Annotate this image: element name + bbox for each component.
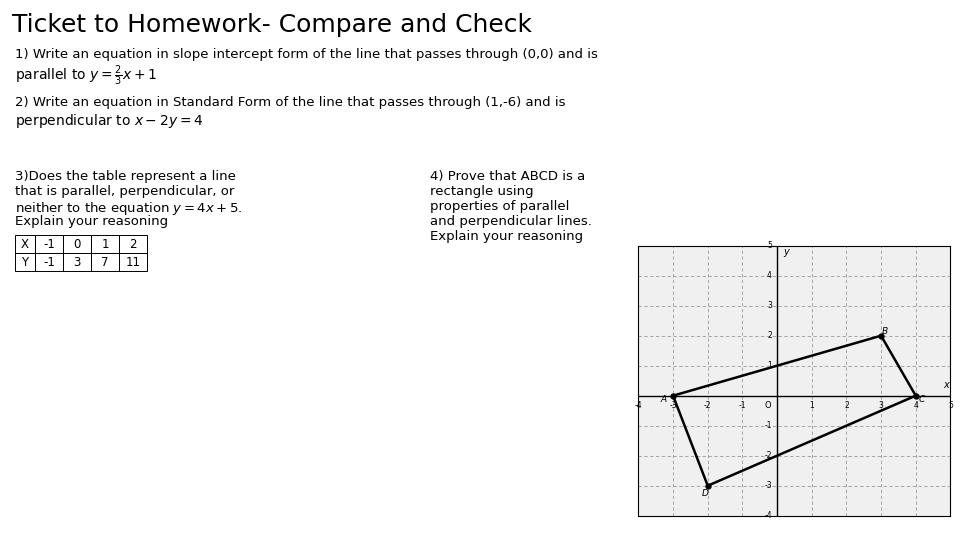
Text: 5: 5 [767, 241, 772, 250]
Text: A: A [660, 395, 666, 404]
Text: -4: -4 [764, 511, 772, 520]
Text: 2: 2 [767, 331, 772, 340]
Text: Explain your reasoning: Explain your reasoning [430, 230, 583, 243]
Text: 11: 11 [126, 255, 140, 268]
Text: and perpendicular lines.: and perpendicular lines. [430, 215, 592, 228]
Text: y: y [782, 247, 788, 257]
Text: x: x [943, 380, 948, 390]
Bar [35, 235, 63, 253]
Text: -3: -3 [764, 481, 772, 490]
Bar [63, 235, 91, 253]
Text: -2: -2 [764, 451, 772, 460]
Text: perpendicular to $x - 2y = 4$: perpendicular to $x - 2y = 4$ [15, 112, 204, 130]
Bar [119, 235, 147, 253]
Text: -1: -1 [43, 238, 55, 251]
Text: B: B [882, 327, 888, 336]
Text: 3)Does the table represent a line: 3)Does the table represent a line [15, 170, 236, 183]
Text: 0: 0 [73, 238, 81, 251]
Text: 4: 4 [913, 401, 918, 410]
Text: -1: -1 [43, 255, 55, 268]
Text: D: D [702, 489, 708, 498]
Text: 3: 3 [878, 401, 883, 410]
Text: -2: -2 [704, 401, 711, 410]
Text: parallel to $y = \frac{2}{3}x + 1$: parallel to $y = \frac{2}{3}x + 1$ [15, 64, 157, 89]
Text: 2) Write an equation in Standard Form of the line that passes through (1,-6) and: 2) Write an equation in Standard Form of… [15, 96, 565, 109]
Text: 3: 3 [73, 255, 81, 268]
Bar [15, 235, 35, 253]
Text: 5: 5 [948, 401, 953, 410]
Bar [15, 253, 35, 271]
Text: -4: -4 [635, 401, 642, 410]
Text: X: X [21, 238, 29, 251]
Text: 1: 1 [767, 361, 772, 370]
Text: 2: 2 [130, 238, 136, 251]
Text: 7: 7 [101, 255, 108, 268]
Text: 4) Prove that ABCD is a: 4) Prove that ABCD is a [430, 170, 586, 183]
Text: -3: -3 [669, 401, 677, 410]
Text: Y: Y [21, 255, 29, 268]
Text: 1) Write an equation in slope intercept form of the line that passes through (0,: 1) Write an equation in slope intercept … [15, 48, 598, 61]
Text: neither to the equation $y = 4x + 5$.: neither to the equation $y = 4x + 5$. [15, 200, 243, 217]
Text: 1: 1 [101, 238, 108, 251]
Text: C: C [919, 395, 925, 404]
Text: Ticket to Homework- Compare and Check: Ticket to Homework- Compare and Check [12, 13, 532, 37]
Bar [63, 253, 91, 271]
Text: that is parallel, perpendicular, or: that is parallel, perpendicular, or [15, 185, 234, 198]
Text: 2: 2 [844, 401, 849, 410]
Text: rectangle using: rectangle using [430, 185, 534, 198]
Text: O: O [764, 401, 771, 410]
Text: 1: 1 [809, 401, 814, 410]
Text: -1: -1 [764, 421, 772, 430]
Text: properties of parallel: properties of parallel [430, 200, 569, 213]
Bar [119, 253, 147, 271]
Text: 4: 4 [767, 271, 772, 280]
Bar [91, 235, 119, 253]
Bar [35, 253, 63, 271]
Text: 3: 3 [767, 301, 772, 310]
Text: Explain your reasoning: Explain your reasoning [15, 215, 168, 228]
Text: -1: -1 [738, 401, 746, 410]
Bar [91, 253, 119, 271]
